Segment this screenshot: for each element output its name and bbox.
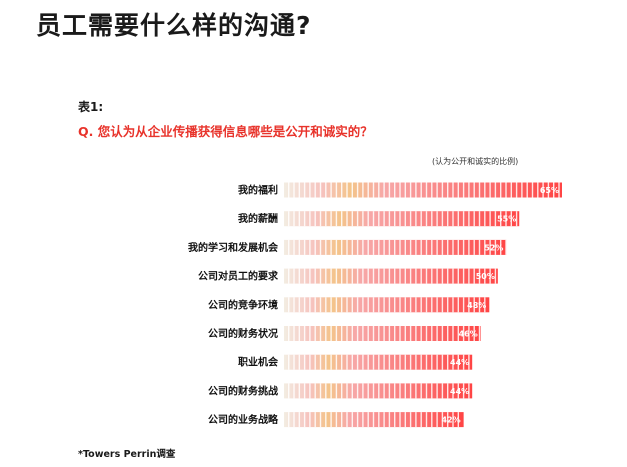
value-label: 50% bbox=[476, 272, 495, 281]
category-label: 公司的财务挑战 bbox=[208, 384, 278, 397]
value-label: 44% bbox=[450, 387, 469, 396]
category-label: 公司的财务状况 bbox=[208, 327, 278, 340]
bar bbox=[284, 268, 498, 284]
bar-stripes bbox=[288, 297, 486, 313]
category-label: 公司对员工的要求 bbox=[198, 270, 279, 283]
bar-stripes bbox=[288, 268, 497, 284]
bar-stripes bbox=[288, 383, 470, 399]
bar bbox=[284, 326, 481, 341]
category-label: 我的学习和发展机会 bbox=[188, 241, 278, 254]
value-label: 65% bbox=[540, 186, 559, 195]
survey-question: Q. 您认为从企业传播获得信息哪些是公开和诚实的？ bbox=[78, 124, 373, 139]
category-label: 公司的竞争环境 bbox=[208, 298, 278, 311]
bar bbox=[284, 211, 520, 227]
category-label: 公司的业务战略 bbox=[208, 413, 279, 426]
unit-note: (认为公开和诚实的比例) bbox=[432, 157, 519, 166]
value-label: 52% bbox=[484, 243, 503, 252]
category-label: 我的薪酬 bbox=[238, 212, 278, 225]
bar-stripes bbox=[288, 326, 481, 341]
value-label: 42% bbox=[441, 416, 460, 425]
category-label: 我的福利 bbox=[238, 184, 278, 197]
bar bbox=[284, 297, 490, 313]
bar bbox=[284, 182, 562, 198]
table-label: 表1: bbox=[78, 100, 104, 114]
page-title: 员工需要什么样的沟通? bbox=[36, 11, 312, 40]
bar bbox=[284, 354, 473, 370]
category-label: 职业机会 bbox=[238, 356, 278, 369]
bar-stripes bbox=[288, 239, 507, 255]
bar bbox=[284, 383, 473, 399]
bar-stripes bbox=[288, 211, 518, 227]
bar-stripes bbox=[288, 182, 560, 198]
source-note: *Towers Perrin调查 bbox=[78, 449, 176, 460]
value-label: 48% bbox=[467, 301, 486, 310]
bar-stripes bbox=[288, 412, 459, 428]
bar-stripes bbox=[288, 354, 470, 370]
value-label: 46% bbox=[459, 330, 478, 339]
value-label: 55% bbox=[497, 215, 516, 224]
value-label: 44% bbox=[450, 358, 469, 367]
